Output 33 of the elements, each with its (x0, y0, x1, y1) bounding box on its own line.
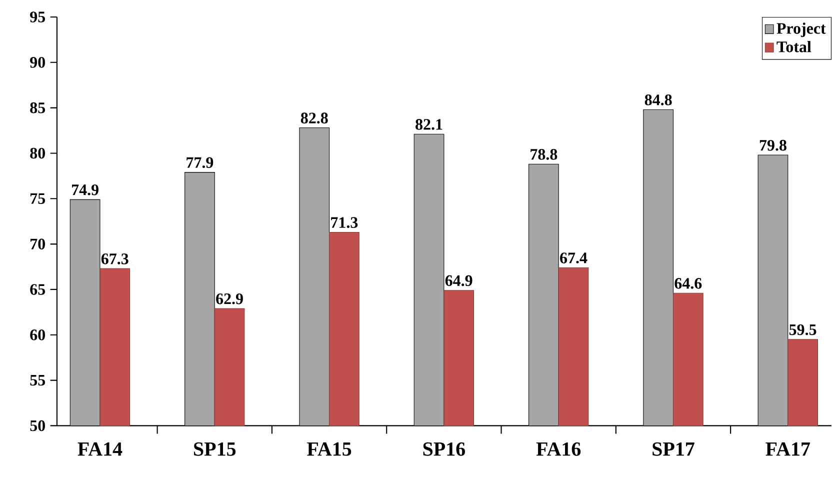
y-tick-label: 70 (30, 238, 45, 250)
legend-label: Total (776, 41, 812, 52)
data-label: 79.8 (760, 140, 786, 151)
data-label: 64.6 (674, 278, 702, 290)
x-tick-label: SP15 (194, 442, 236, 456)
y-tick-label: 95 (30, 12, 46, 23)
x-tick-label: FA16 (536, 442, 581, 456)
x-tick-label: FA14 (78, 442, 122, 456)
data-label: 59.5 (789, 324, 816, 336)
data-label: 78.8 (530, 149, 558, 160)
x-tick-label: SP17 (652, 442, 694, 456)
y-tick-label: 90 (30, 57, 45, 68)
y-tick-label: 65 (30, 284, 46, 295)
data-label: 71.3 (331, 217, 358, 228)
y-tick-label: 75 (30, 194, 46, 204)
data-label: 62.9 (216, 294, 243, 304)
data-label: 77.9 (186, 157, 214, 168)
x-tick-label: FA17 (766, 442, 810, 456)
x-tick-label: FA15 (307, 442, 352, 456)
data-label: 64.9 (445, 275, 472, 286)
data-label: 67.4 (560, 252, 588, 264)
y-tick-label: 50 (30, 420, 45, 432)
y-tick-label: 85 (30, 102, 46, 114)
y-tick-label: 55 (30, 375, 46, 386)
data-label: 74.9 (72, 184, 98, 196)
y-tick-label: 80 (30, 148, 45, 159)
x-tick-label: SP16 (423, 442, 465, 456)
data-label: 82.8 (300, 112, 328, 124)
data-label: 84.8 (644, 94, 672, 106)
data-label: 82.1 (416, 119, 442, 130)
data-label: 67.3 (101, 254, 128, 264)
y-tick-label: 60 (30, 330, 45, 340)
legend-label: Project (776, 22, 826, 38)
